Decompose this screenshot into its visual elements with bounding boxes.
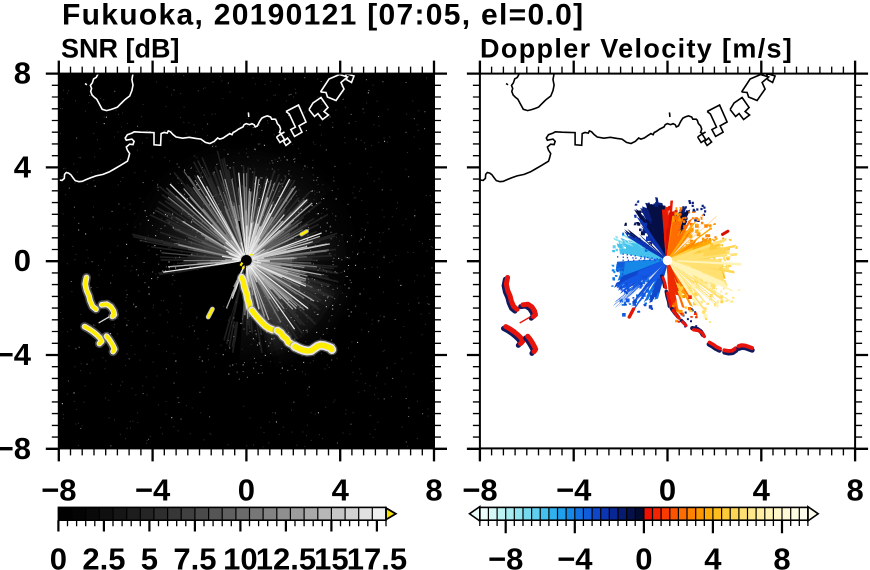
svg-text:7.5: 7.5: [173, 542, 216, 570]
svg-text:8: 8: [14, 56, 31, 91]
svg-text:−4: −4: [557, 542, 593, 570]
svg-text:−4: −4: [0, 337, 32, 372]
svg-text:8: 8: [425, 472, 442, 507]
svg-text:−8: −8: [462, 472, 497, 507]
svg-text:−8: −8: [488, 542, 523, 570]
svg-text:15: 15: [314, 542, 348, 570]
svg-text:4: 4: [14, 149, 32, 184]
svg-text:−8: −8: [41, 472, 76, 507]
svg-text:4: 4: [753, 472, 771, 507]
svg-text:0: 0: [50, 542, 67, 570]
svg-text:0: 0: [238, 472, 255, 507]
svg-text:8: 8: [846, 472, 863, 507]
svg-text:−8: −8: [0, 431, 31, 466]
svg-text:Doppler Velocity [m/s]: Doppler Velocity [m/s]: [480, 33, 793, 63]
svg-text:−4: −4: [135, 472, 171, 507]
svg-text:10: 10: [223, 542, 257, 570]
svg-text:2.5: 2.5: [82, 542, 125, 570]
svg-text:−4: −4: [556, 472, 592, 507]
svg-text:4: 4: [332, 472, 350, 507]
svg-text:0: 0: [659, 472, 676, 507]
svg-text:12.5: 12.5: [256, 542, 316, 570]
svg-text:8: 8: [773, 542, 790, 570]
svg-text:SNR [dB]: SNR [dB]: [61, 33, 179, 63]
svg-text:0: 0: [635, 542, 652, 570]
svg-text:0: 0: [14, 243, 31, 278]
svg-text:5: 5: [141, 542, 158, 570]
svg-text:Fukuoka, 20190121 [07:05, el=0: Fukuoka, 20190121 [07:05, el=0.0]: [62, 0, 584, 32]
svg-text:17.5: 17.5: [347, 542, 407, 570]
svg-text:4: 4: [704, 542, 722, 570]
